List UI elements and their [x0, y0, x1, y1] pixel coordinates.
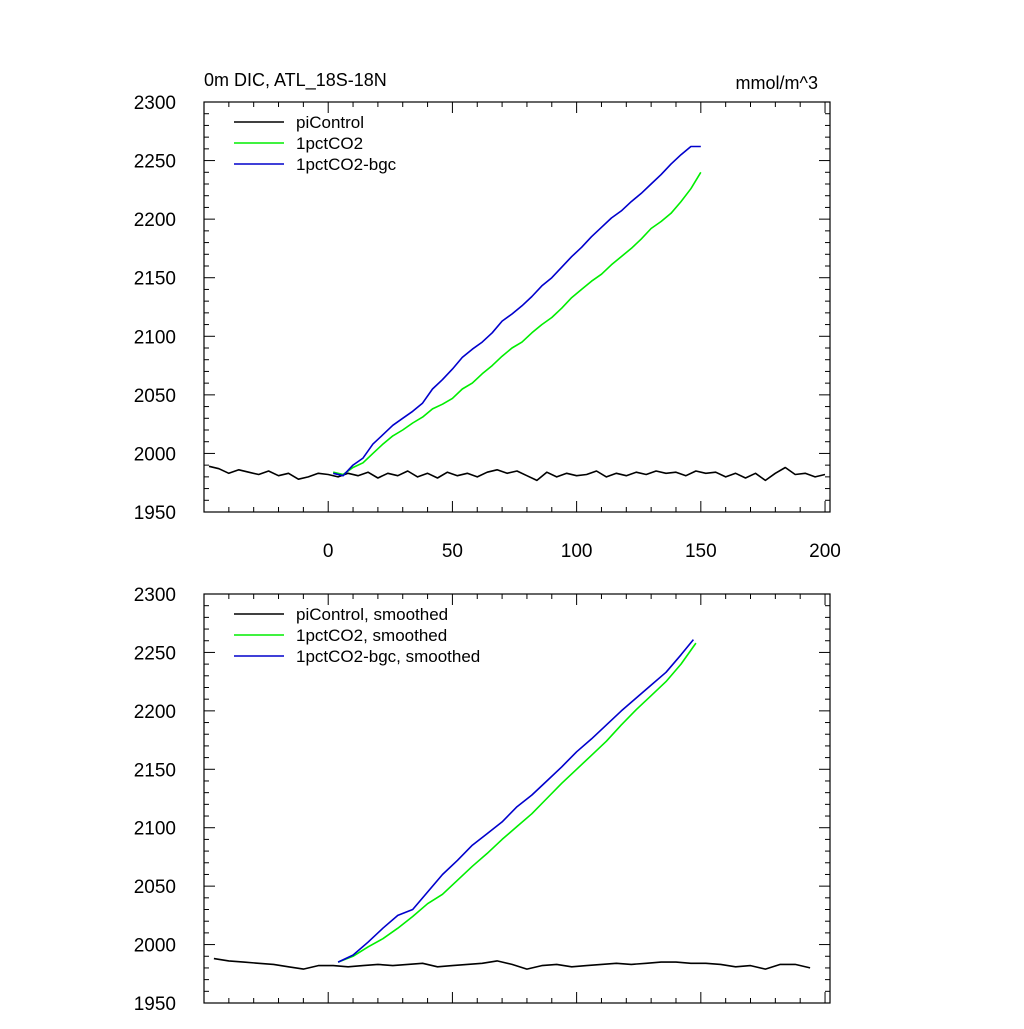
y-tick-label: 2250	[134, 643, 176, 664]
y-tick-label: 2100	[134, 819, 176, 840]
series-line	[208, 465, 826, 482]
top-panel: 0m DIC, ATL_18S-18N mmol/m^3 19502000205…	[134, 70, 841, 562]
y-tick-label: 2050	[134, 877, 176, 898]
series-line	[337, 639, 695, 963]
legend-label: piControl, smoothed	[296, 605, 448, 624]
y-tick-label: 2200	[134, 702, 176, 723]
series-line	[213, 957, 811, 970]
x-tick-label: 0	[323, 541, 334, 562]
y-tick-label: 2200	[134, 210, 176, 231]
series-line	[333, 145, 701, 477]
x-tick-label: 200	[809, 541, 841, 562]
series-line	[333, 171, 702, 476]
legend-label: 1pctCO2, smoothed	[296, 626, 447, 645]
legend-label: 1pctCO2-bgc, smoothed	[296, 647, 480, 666]
y-tick-label: 1950	[134, 503, 176, 524]
bottom-panel: 1950 2000 2050 2100 2150 2200 2250 2300 piContro…	[134, 585, 831, 1015]
y-tick-label: 2100	[134, 327, 176, 348]
legend-label: 1pctCO2	[296, 134, 363, 153]
series-line	[337, 642, 697, 963]
legend-label: 1pctCO2-bgc	[296, 155, 397, 174]
legend-label: piControl	[296, 113, 364, 132]
panel-title: 0m DIC, ATL_18S-18N	[204, 70, 387, 91]
y-tick-label: 2250	[134, 152, 176, 173]
plot-frame	[203, 593, 831, 1004]
y-tick-label: 2150	[134, 760, 176, 781]
y-tick-label: 2150	[134, 269, 176, 290]
y-tick-label: 2300	[134, 585, 176, 606]
units-label: mmol/m^3	[736, 73, 818, 93]
y-tick-label: 2000	[134, 444, 176, 465]
y-tick-label: 2300	[134, 93, 176, 114]
x-tick-label: 50	[442, 541, 463, 562]
x-tick-label: 150	[685, 541, 717, 562]
plot-frame	[203, 101, 831, 513]
y-tick-label: 1950	[134, 994, 176, 1015]
x-tick-label: 100	[561, 541, 593, 562]
y-tick-label: 2000	[134, 936, 176, 957]
y-tick-label: 2050	[134, 386, 176, 407]
